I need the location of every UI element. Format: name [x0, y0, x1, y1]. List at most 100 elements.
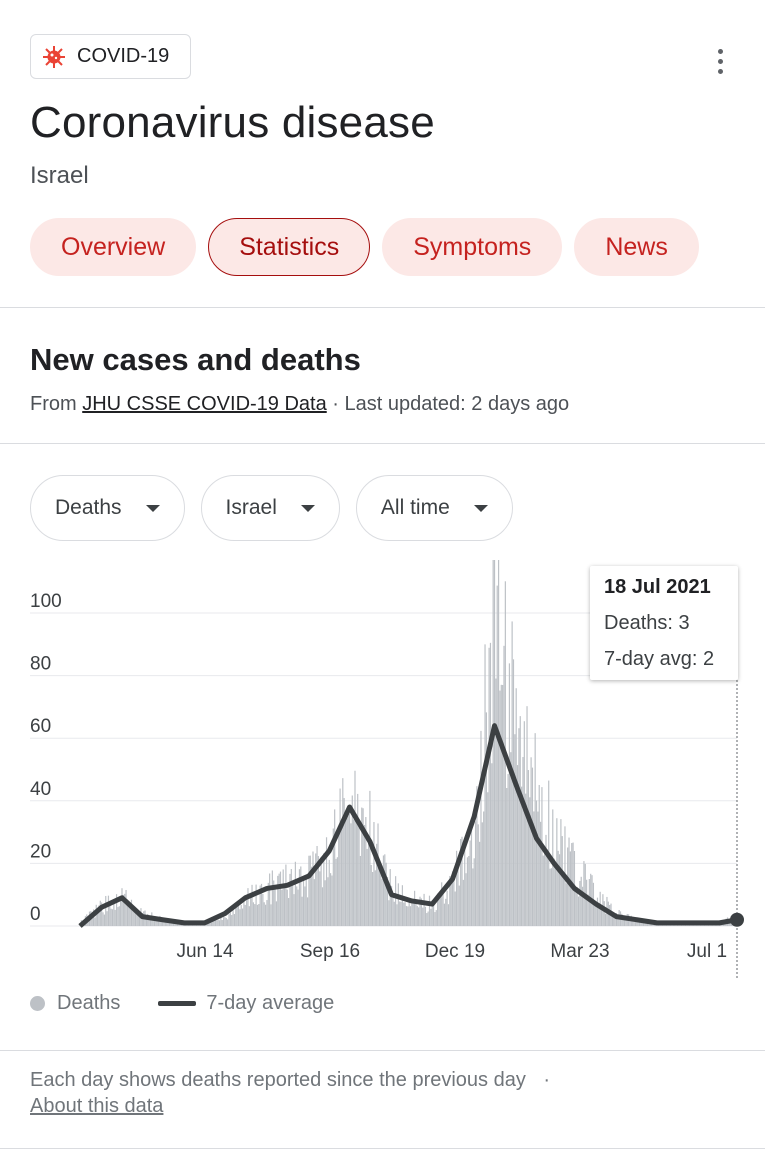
tab-statistics[interactable]: Statistics	[208, 218, 371, 276]
death-bar	[367, 841, 370, 926]
death-bar	[277, 875, 279, 926]
death-bar	[361, 807, 363, 926]
death-bar	[99, 900, 101, 926]
death-bar	[296, 886, 298, 926]
death-bar	[458, 885, 460, 926]
virus-icon	[43, 45, 65, 68]
death-bar	[214, 917, 217, 926]
deaths-chart[interactable]: 0 20 40 60 80 100 Jun 14 Sep 16 Dec 19 Mar 23 Jul …	[0, 560, 765, 980]
covid-chip[interactable]: COVID-19	[30, 34, 191, 79]
death-bar	[521, 786, 523, 926]
death-bar	[567, 847, 569, 926]
death-bar	[586, 879, 588, 926]
caret-down-icon	[145, 504, 160, 512]
death-bar	[603, 901, 605, 926]
caret-down-icon	[300, 504, 315, 512]
death-bar	[415, 901, 417, 926]
death-bar	[469, 840, 471, 926]
death-bar	[239, 909, 241, 926]
death-bar	[342, 778, 344, 926]
death-bar	[399, 901, 401, 926]
death-bar	[416, 905, 418, 926]
death-bar	[638, 921, 641, 926]
death-bar	[120, 898, 122, 926]
death-bar	[111, 909, 114, 926]
death-bar	[474, 821, 477, 926]
death-bar	[439, 892, 441, 926]
metric-dropdown-label: Deaths	[55, 496, 122, 519]
death-bar	[222, 917, 225, 926]
death-bar	[339, 788, 341, 926]
legend-avg-swatch	[158, 1001, 197, 1006]
y-tick-label: 0	[30, 904, 41, 925]
death-bar	[405, 906, 408, 926]
avg-line	[78, 723, 738, 928]
death-bar	[523, 721, 525, 926]
metric-dropdown[interactable]: Deaths	[30, 475, 185, 541]
death-bar	[633, 918, 635, 926]
source-link[interactable]: JHU CSSE COVID-19 Data	[82, 393, 327, 415]
more-vert-icon[interactable]	[706, 44, 734, 78]
death-bar	[271, 870, 273, 926]
death-bar	[477, 824, 479, 926]
death-bar	[359, 855, 362, 926]
death-bar	[274, 888, 276, 926]
death-bar	[411, 900, 413, 926]
death-bar	[332, 828, 334, 926]
death-bar	[221, 919, 223, 926]
tab-news[interactable]: News	[574, 218, 699, 276]
death-bar	[315, 853, 317, 926]
death-bar	[549, 868, 551, 926]
death-bar	[530, 757, 532, 926]
death-bar	[321, 887, 324, 926]
death-bar	[227, 919, 229, 926]
death-bar	[134, 907, 137, 926]
death-bar	[283, 885, 286, 926]
death-bar	[510, 752, 512, 926]
death-bar	[212, 919, 214, 926]
death-bar	[292, 885, 294, 926]
death-bar	[569, 851, 571, 926]
death-bar	[595, 905, 597, 926]
death-bar	[500, 684, 502, 926]
death-bar	[512, 659, 515, 926]
death-bar	[598, 904, 600, 926]
death-bar	[330, 873, 332, 926]
death-bar	[600, 905, 603, 926]
death-bar	[225, 917, 227, 926]
death-bar	[122, 894, 124, 926]
time-range-dropdown[interactable]: All time	[355, 475, 513, 541]
death-bar	[483, 811, 485, 926]
death-bar	[171, 922, 173, 926]
death-bar	[98, 905, 100, 926]
death-bar	[457, 857, 459, 926]
death-bar	[495, 678, 497, 926]
tooltip-avg: 7-day avg: 2	[604, 648, 715, 670]
death-bar	[460, 838, 462, 926]
death-bar	[508, 663, 511, 926]
death-bar	[533, 811, 535, 926]
location-dropdown[interactable]: Israel	[200, 475, 340, 541]
death-bar	[353, 819, 355, 926]
chart-filters: Deaths Israel All time	[30, 475, 513, 541]
death-bar	[294, 861, 296, 926]
caret-down-icon	[473, 504, 488, 512]
tab-symptoms[interactable]: Symptoms	[382, 218, 563, 276]
tab-overview[interactable]: Overview	[30, 218, 197, 276]
death-bar	[468, 856, 470, 926]
death-bar	[317, 856, 320, 926]
death-bar	[304, 886, 306, 926]
about-data-link[interactable]: About this data	[30, 1095, 164, 1117]
death-bar	[305, 877, 307, 926]
death-bar	[369, 790, 371, 926]
death-bar	[503, 645, 505, 926]
section-title: New cases and deaths	[30, 342, 361, 377]
death-bar	[553, 858, 555, 926]
death-bar	[260, 883, 263, 926]
death-bar	[126, 899, 129, 926]
death-bar	[130, 899, 133, 926]
death-bar	[622, 916, 624, 926]
death-bar	[323, 853, 325, 926]
death-bar	[558, 854, 561, 926]
death-bar	[378, 859, 380, 926]
